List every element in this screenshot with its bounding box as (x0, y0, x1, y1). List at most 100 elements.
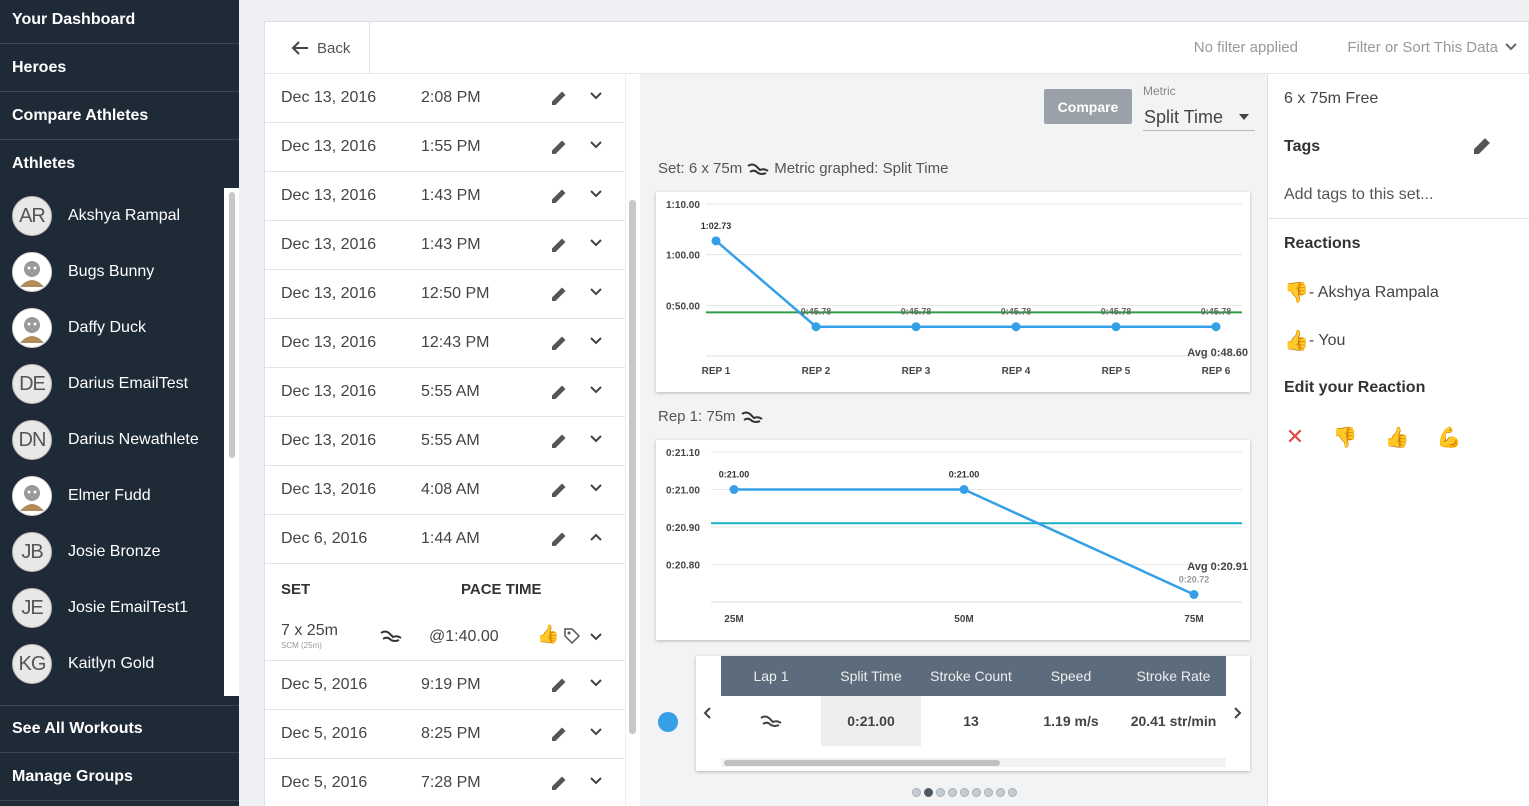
thumbs-down-reaction-button[interactable]: 👎 (1332, 426, 1358, 449)
pager-dot[interactable] (948, 788, 957, 797)
pencil-icon[interactable] (549, 235, 569, 255)
chevron-down-icon[interactable] (589, 434, 603, 444)
nav-heroes[interactable]: Heroes (0, 44, 239, 92)
thumbs-up-reaction-button[interactable]: 👍 (1384, 426, 1410, 449)
workout-scrollbar-thumb[interactable] (629, 200, 636, 734)
chevron-up-icon[interactable] (589, 532, 603, 542)
data-point[interactable] (729, 485, 739, 494)
athlete-item[interactable]: Daffy Duck (0, 300, 224, 356)
data-point[interactable] (1111, 322, 1121, 332)
pencil-icon[interactable] (549, 284, 569, 304)
chevron-down-icon[interactable] (589, 287, 603, 297)
athlete-item[interactable]: Bugs Bunny (0, 244, 224, 300)
filter-sort-dropdown[interactable]: Filter or Sort This Data (1347, 39, 1498, 56)
chevron-right-icon[interactable] (1233, 706, 1243, 720)
data-point[interactable] (911, 322, 921, 332)
nav-athletes[interactable]: Athletes (12, 155, 76, 172)
pencil-icon[interactable] (549, 773, 569, 793)
workout-date: Dec 13, 2016 (281, 236, 377, 253)
athlete-item[interactable]: JB Josie Bronze (0, 524, 224, 580)
pencil-icon[interactable] (549, 382, 569, 402)
pencil-icon[interactable] (549, 333, 569, 353)
pager-dot[interactable] (996, 788, 1005, 797)
workout-row[interactable]: Dec 5, 2016 8:25 PM (265, 710, 625, 759)
pager-dot[interactable] (972, 788, 981, 797)
data-point[interactable] (1189, 590, 1199, 599)
tags-input[interactable]: Add tags to this set... (1284, 186, 1434, 203)
athlete-item[interactable]: KG Kaitlyn Gold (0, 636, 224, 692)
pencil-icon[interactable] (1472, 136, 1492, 156)
pager-dot[interactable] (960, 788, 969, 797)
tag-icon[interactable] (563, 627, 581, 645)
pencil-icon[interactable] (549, 724, 569, 744)
workout-row[interactable]: Dec 5, 2016 7:28 PM (265, 759, 625, 806)
remove-reaction-button[interactable]: ✕ (1285, 424, 1305, 449)
chevron-down-icon[interactable] (1504, 42, 1518, 52)
pencil-icon[interactable] (549, 186, 569, 206)
thumbs-up-icon[interactable]: 👍 (537, 624, 560, 644)
lap-table-scrollbar-thumb[interactable] (724, 760, 1000, 766)
pencil-icon[interactable] (549, 480, 569, 500)
nav-manage-groups[interactable]: Manage Groups (0, 753, 239, 801)
metric-select[interactable]: Split Time (1143, 104, 1255, 131)
workout-row[interactable]: Dec 13, 2016 2:08 PM (265, 74, 625, 123)
series-line (734, 488, 1195, 596)
workout-row[interactable]: Dec 13, 2016 12:43 PM (265, 319, 625, 368)
edit-reaction-heading: Edit your Reaction (1284, 379, 1426, 396)
pencil-icon[interactable] (549, 431, 569, 451)
pager-dot[interactable] (936, 788, 945, 797)
athlete-item[interactable]: Elmer Fudd (0, 468, 224, 524)
chevron-down-icon[interactable] (589, 238, 603, 248)
data-point[interactable] (1211, 322, 1221, 332)
data-point[interactable] (811, 322, 821, 332)
nav-see-all-workouts[interactable]: See All Workouts (0, 705, 239, 753)
data-point[interactable] (959, 485, 969, 494)
pencil-icon[interactable] (549, 88, 569, 108)
workout-row[interactable]: Dec 13, 2016 1:43 PM (265, 172, 625, 221)
back-button[interactable]: Back (265, 22, 370, 74)
nav-your-dashboard[interactable]: Your Dashboard (0, 0, 239, 44)
chevron-down-icon[interactable] (589, 678, 603, 688)
chevron-down-icon[interactable] (589, 91, 603, 101)
muscle-reaction-button[interactable]: 💪 (1436, 426, 1462, 449)
workout-row[interactable]: Dec 13, 2016 1:43 PM (265, 221, 625, 270)
compare-button[interactable]: Compare (1044, 89, 1132, 124)
chevron-down-icon[interactable] (589, 189, 603, 199)
workout-row[interactable]: Dec 13, 2016 1:55 PM (265, 123, 625, 172)
athlete-item[interactable]: DE Darius EmailTest (0, 356, 224, 412)
set-name: 6 x 75m Free (1284, 90, 1379, 107)
workout-row[interactable]: Dec 13, 2016 5:55 AM (265, 417, 625, 466)
data-point[interactable] (1011, 322, 1021, 332)
chevron-down-icon[interactable] (589, 140, 603, 150)
nav-compare-athletes[interactable]: Compare Athletes (0, 92, 239, 140)
athlete-item[interactable]: AR Akshya Rampal (0, 188, 224, 244)
athlete-scrollbar-thumb[interactable] (229, 192, 235, 458)
set-row[interactable]: 7 x 25m SCM (25m) @1:40.00 👍 (265, 614, 625, 661)
workout-row[interactable]: Dec 6, 2016 1:44 AM (265, 515, 625, 564)
avatar: DE (12, 364, 52, 404)
pager-dot[interactable] (924, 788, 933, 797)
chevron-down-icon[interactable] (589, 632, 603, 642)
workout-row[interactable]: Dec 13, 2016 12:50 PM (265, 270, 625, 319)
workout-row[interactable]: Dec 13, 2016 5:55 AM (265, 368, 625, 417)
pencil-icon[interactable] (549, 529, 569, 549)
data-point[interactable] (711, 236, 721, 246)
pager-dot[interactable] (984, 788, 993, 797)
pager-dot[interactable] (912, 788, 921, 797)
tags-heading: Tags (1284, 138, 1321, 155)
workout-row[interactable]: Dec 13, 2016 4:08 AM (265, 466, 625, 515)
workout-row[interactable]: Dec 5, 2016 9:19 PM (265, 661, 625, 710)
pencil-icon[interactable] (549, 137, 569, 157)
chevron-down-icon[interactable] (589, 776, 603, 786)
chevron-down-icon[interactable] (589, 336, 603, 346)
pager-dot[interactable] (1008, 788, 1017, 797)
rep-split-chart: 0:21.10 0:21.00 0:20.90 0:20.80 0:21.00 25M 0:… (666, 448, 1248, 625)
athlete-item[interactable]: JE Josie EmailTest1 (0, 580, 224, 636)
pencil-icon[interactable] (549, 675, 569, 695)
chevron-down-icon[interactable] (589, 385, 603, 395)
athlete-item[interactable]: DN Darius Newathlete (0, 412, 224, 468)
chevron-down-icon[interactable] (589, 483, 603, 493)
chevron-down-icon[interactable] (589, 727, 603, 737)
filter-status: No filter applied (1193, 39, 1298, 56)
chevron-left-icon[interactable] (702, 706, 712, 720)
